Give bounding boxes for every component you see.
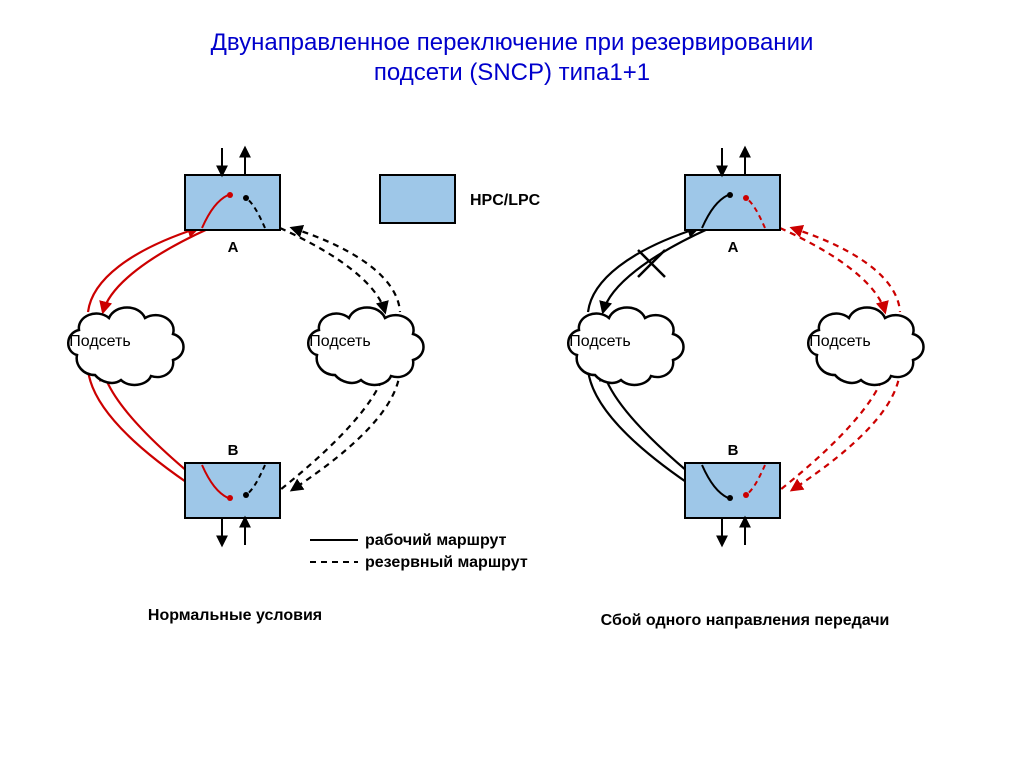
cloud-label-LR: Подсеть bbox=[309, 333, 370, 350]
cloud-right-R: Подсеть bbox=[808, 308, 923, 385]
path-reserve-cloudR-b-in-R bbox=[780, 370, 885, 490]
node-B-left: B bbox=[185, 442, 280, 545]
title-line2: подсети (SNCP) типа1+1 bbox=[374, 59, 650, 86]
title-line1: Двунаправленное переключение при резерви… bbox=[211, 29, 814, 56]
path-reserve-a-cloudR-out bbox=[292, 228, 400, 312]
fault-mark bbox=[638, 250, 665, 277]
path-reserve-cloudR-b-in bbox=[280, 370, 385, 490]
legend-reserve-label: резервный маршрут bbox=[365, 554, 528, 571]
legend-hpc-box: HPC/LPC bbox=[380, 175, 541, 223]
cloud-right-L: Подсеть bbox=[568, 308, 683, 385]
hpc-lpc-label: HPC/LPC bbox=[470, 192, 541, 209]
node-B-right: B bbox=[685, 442, 780, 545]
path-reserve-a-cloudR-in bbox=[280, 228, 385, 312]
cloud-label-RR: Подсеть bbox=[809, 333, 870, 350]
path-reserve-a-cloudR-out-R bbox=[792, 228, 900, 312]
node-B-left-label: B bbox=[228, 442, 239, 459]
diagram-right: Подсеть Подсеть A B Сбой bbox=[568, 148, 923, 629]
path-reserve-a-cloudR-in-R bbox=[780, 228, 885, 312]
cloud-label-LL: Подсеть bbox=[69, 333, 130, 350]
node-A-left: A bbox=[185, 148, 280, 256]
node-A-left-label: A bbox=[228, 239, 239, 256]
diagram-left: Подсеть Подсеть A B bbox=[68, 148, 423, 624]
legend-working-label: рабочий маршрут bbox=[365, 532, 507, 549]
cloud-label-RL: Подсеть bbox=[569, 333, 630, 350]
path-reserve-cloudR-b-out bbox=[292, 370, 400, 490]
cloud-left-R: Подсеть bbox=[308, 308, 423, 385]
node-A-right: A bbox=[685, 148, 780, 256]
cloud-left-L: Подсеть bbox=[68, 308, 183, 385]
node-A-right-label: A bbox=[728, 239, 739, 256]
legend-routes: рабочий маршрут резервный маршрут bbox=[310, 532, 528, 571]
caption-right: Сбой одного направления передачи bbox=[601, 612, 890, 629]
caption-left: Нормальные условия bbox=[148, 607, 322, 624]
path-working-a-cloudL-in bbox=[103, 228, 210, 312]
path-reserve-cloudR-b-out-R bbox=[792, 370, 900, 490]
node-B-right-label: B bbox=[728, 442, 739, 459]
